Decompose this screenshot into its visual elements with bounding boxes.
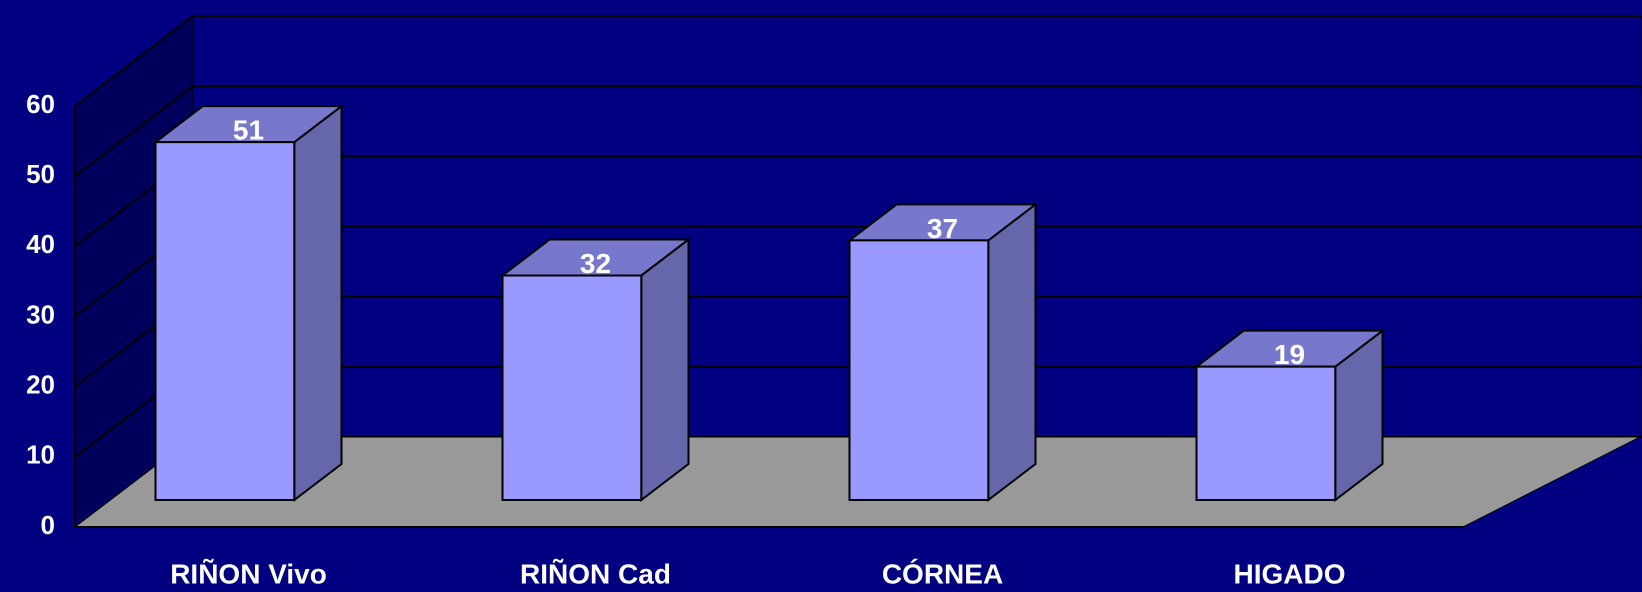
value-label: 37: [927, 213, 958, 244]
bar: [154, 141, 296, 501]
y-tick-label: 30: [26, 299, 55, 329]
y-tick-label: 10: [26, 440, 55, 470]
bar: [848, 239, 990, 501]
bar-side: [987, 202, 1037, 503]
y-tick-label: 50: [26, 159, 55, 189]
y-tick-label: 60: [26, 89, 55, 119]
x-tick-label: RIÑON Vivo: [170, 558, 327, 589]
bar-side: [640, 237, 690, 503]
grid-line: [74, 85, 1642, 177]
y-tick-label: 0: [41, 510, 55, 540]
bar: [501, 274, 643, 501]
bar-side: [293, 104, 343, 503]
y-tick-label: 20: [26, 370, 55, 400]
value-label: 19: [1274, 339, 1305, 370]
x-tick-label: CÓRNEA: [882, 558, 1003, 589]
y-tick-label: 40: [26, 229, 55, 259]
bar: [1195, 365, 1337, 501]
value-label: 32: [580, 248, 611, 279]
x-tick-label: RIÑON Cad: [520, 558, 671, 589]
x-tick-label: HIGADO: [1234, 558, 1346, 589]
grid-line: [74, 15, 1642, 107]
value-label: 51: [233, 115, 264, 146]
